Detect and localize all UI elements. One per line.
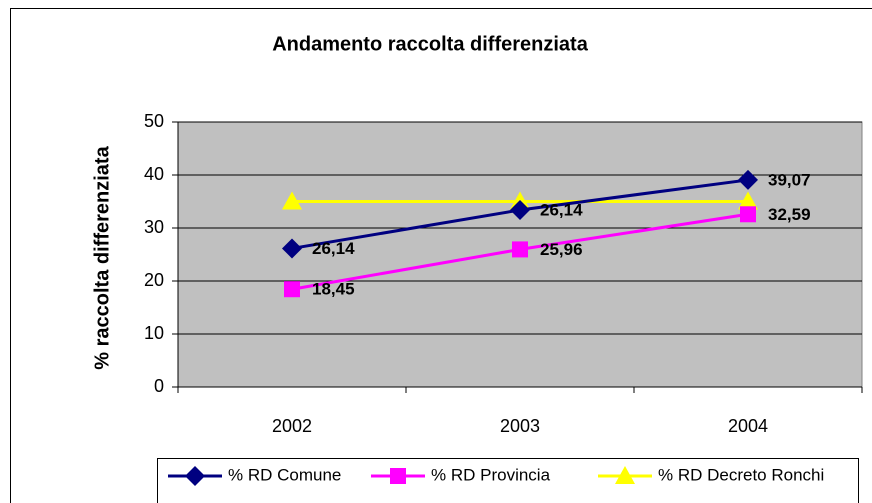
data-label: 32,59 <box>768 205 811 224</box>
annotation: 26,14 <box>540 200 583 219</box>
marker <box>512 241 528 258</box>
marker <box>284 281 300 298</box>
y-tick-label: 0 <box>154 376 164 396</box>
y-axis-label: % raccolta differenziata <box>91 145 113 369</box>
chart-title: Andamento raccolta differenziata <box>272 33 589 55</box>
marker <box>510 199 530 220</box>
legend-label: % RD Provincia <box>431 465 551 484</box>
legend-label: % RD Decreto Ronchi <box>658 465 824 484</box>
y-tick-label: 40 <box>144 164 164 184</box>
marker <box>738 169 758 190</box>
x-tick-label: 2004 <box>728 416 768 436</box>
legend-marker <box>615 466 635 484</box>
marker <box>738 191 758 210</box>
marker <box>282 238 302 259</box>
y-tick-label: 20 <box>144 270 164 290</box>
data-label: 18,45 <box>312 280 355 299</box>
x-tick-label: 2002 <box>272 416 312 436</box>
marker <box>740 206 756 223</box>
chart-frame <box>10 8 872 503</box>
data-label: 26,14 <box>312 239 355 258</box>
y-tick-label: 50 <box>144 111 164 131</box>
data-label: 39,07 <box>768 170 811 189</box>
legend-label: % RD Comune <box>228 465 341 484</box>
x-tick-label: 2003 <box>500 416 540 436</box>
marker <box>282 191 302 210</box>
legend-marker <box>185 466 205 486</box>
legend-marker <box>390 468 406 484</box>
y-tick-label: 10 <box>144 323 164 343</box>
data-label: 25,96 <box>540 240 583 259</box>
y-tick-label: 30 <box>144 217 164 237</box>
legend <box>157 458 859 503</box>
